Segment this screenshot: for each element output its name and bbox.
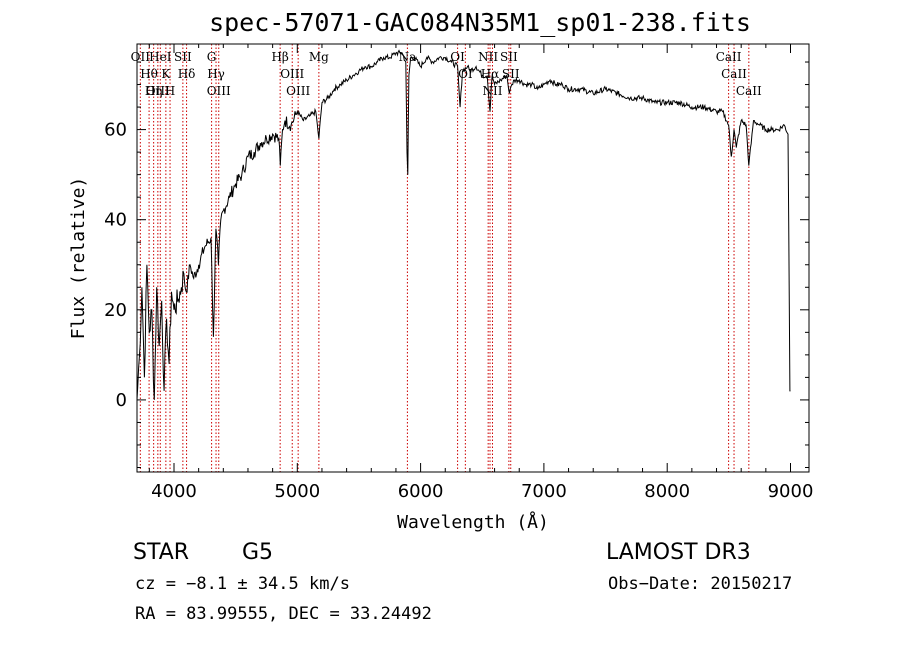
line-label: CaII	[736, 84, 762, 98]
line-label: NII	[482, 84, 502, 98]
line-label: SII	[500, 50, 518, 64]
coordinates: RA = 83.99555, DEC = 33.24492	[135, 604, 432, 624]
line-label: CaII	[721, 67, 747, 81]
spectrum-series	[136, 49, 791, 400]
line-label: OIII	[146, 84, 170, 98]
line-label: CaII	[716, 50, 742, 64]
line-label: NII	[478, 50, 498, 64]
y-tick-label: 0	[116, 390, 127, 411]
x-tick-label: 6000	[398, 481, 444, 502]
line-label: Hα	[481, 67, 500, 81]
chart-title: spec-57071-GAC084N35M1_sp01-238.fits	[209, 8, 751, 37]
line-label: Na	[399, 50, 417, 64]
line-label: Hθ	[140, 67, 158, 81]
object-class: STAR	[133, 540, 190, 565]
y-tick-label: 40	[104, 210, 127, 231]
x-tick-label: 4000	[151, 481, 197, 502]
line-label: H	[165, 84, 175, 98]
plot-frame	[136, 43, 810, 473]
x-tick-label: 7000	[521, 481, 567, 502]
line-label: OI	[450, 50, 465, 64]
object-subclass: G5	[242, 540, 274, 565]
x-tick-label: 9000	[768, 481, 814, 502]
line-labels: OIIHθHηOIIIHeIKHSIIHδGHγOIIIHβOIIIOIIIMg…	[131, 50, 762, 98]
line-label: Mg	[309, 50, 329, 64]
line-label: G	[207, 50, 217, 64]
line-label: OI	[458, 67, 473, 81]
axis-ticks: 4000 5000 6000 7000 8000 9000 0 20 40 60	[104, 44, 813, 502]
y-tick-label: 60	[104, 120, 127, 141]
line-label: Hδ	[178, 67, 196, 81]
line-label: OII	[131, 50, 151, 64]
line-label: OIII	[280, 67, 304, 81]
line-label: Hβ	[271, 50, 288, 64]
line-label: OIII	[286, 84, 310, 98]
flux-line	[136, 49, 791, 400]
line-label: Hγ	[207, 67, 225, 81]
observation-date: Obs−Date: 20150217	[608, 574, 793, 594]
redshift-cz: cz = −8.1 ± 34.5 km/s	[135, 574, 350, 594]
line-label: SII	[174, 50, 192, 64]
line-label: HeI	[149, 50, 172, 64]
line-label: K	[161, 67, 171, 81]
x-tick-label: 5000	[274, 481, 320, 502]
y-tick-label: 20	[104, 300, 127, 321]
survey-name: LAMOST DR3	[606, 540, 751, 565]
x-tick-label: 8000	[644, 481, 690, 502]
line-label: OIII	[207, 84, 231, 98]
line-label: Hη	[145, 84, 163, 98]
emission-line-markers	[139, 44, 750, 472]
x-axis-label: Wavelength (Å)	[397, 511, 549, 533]
y-axis-label: Flux (relative)	[68, 177, 89, 340]
line-label: SII	[502, 67, 520, 81]
